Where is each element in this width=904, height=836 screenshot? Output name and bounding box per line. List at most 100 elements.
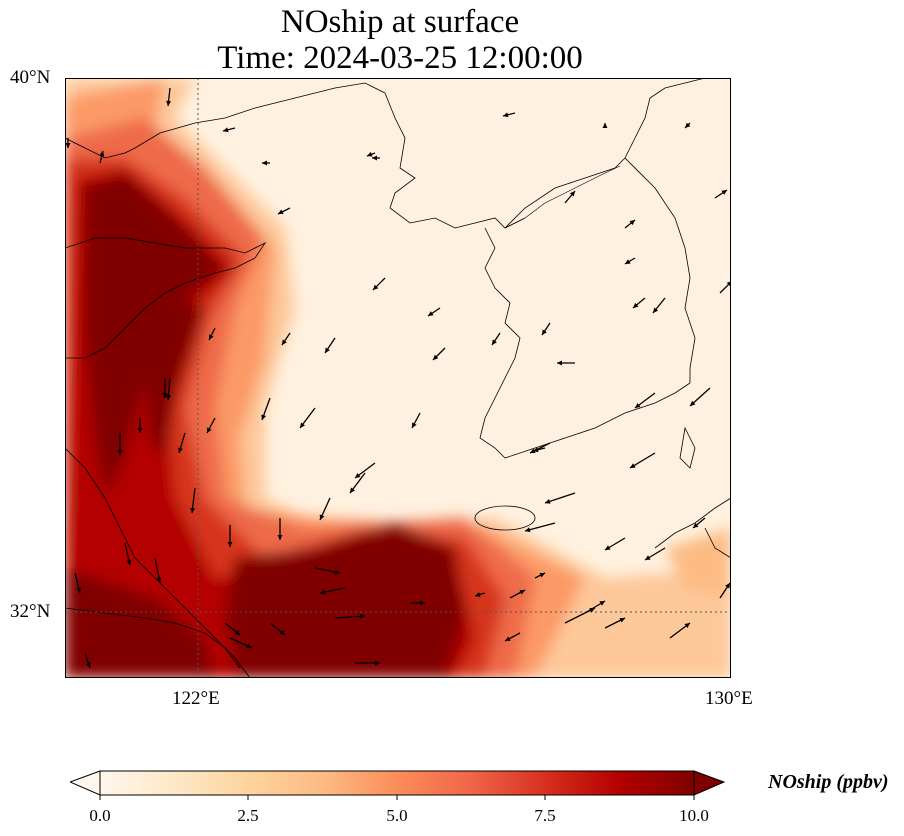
wind-arrowhead [162, 393, 168, 398]
wind-arrowhead [320, 589, 326, 595]
wind-arrowhead [76, 587, 82, 593]
wind-arrowhead [599, 601, 605, 606]
korea-north-coast [504, 157, 626, 229]
wind-arrowhead [282, 339, 287, 345]
wind-arrowhead [519, 590, 525, 595]
korea-east-coast-2 [624, 157, 696, 383]
kyushu-coast [654, 497, 731, 549]
wind-arrowhead [99, 151, 105, 157]
wind-arrowhead [525, 527, 531, 533]
korea-west-coast [479, 227, 521, 459]
wind-arrowhead [557, 360, 562, 366]
wind-arrowhead [619, 618, 625, 623]
wind-arrowhead [685, 122, 691, 128]
wind-arrowhead [325, 347, 330, 353]
wind-arrowhead [209, 334, 214, 340]
wind-arrowhead [350, 487, 355, 493]
wind-arrowhead [492, 339, 497, 345]
wind-arrowhead [690, 400, 696, 406]
wind-arrowhead [545, 499, 551, 504]
wind-arrowhead [86, 662, 91, 668]
wind-vector [524, 522, 556, 532]
wind-arrowhead [223, 127, 229, 133]
wind-arrowhead [190, 507, 196, 513]
wind-arrowhead [505, 636, 511, 641]
wind-arrowhead [207, 427, 212, 433]
wind-arrowhead [645, 555, 651, 560]
noship-field [65, 78, 731, 678]
wind-arrowhead [725, 583, 730, 589]
wind-arrowhead [278, 209, 284, 214]
colorbar-tick: 10.0 [679, 806, 709, 825]
wind-arrowhead [355, 473, 361, 478]
wind-arrowhead [503, 112, 509, 118]
wind-arrowhead [602, 123, 608, 128]
colorbar-gradient [99, 770, 695, 796]
wind-arrowhead [262, 160, 267, 166]
wind-arrowhead [530, 448, 536, 453]
wind-arrowhead [165, 394, 171, 400]
map-title: NOship at surface [280, 4, 520, 40]
map-panel [65, 78, 731, 678]
colorbar-tick: 0.0 [89, 806, 111, 825]
wind-arrowhead [277, 535, 283, 540]
wind-arrowhead [279, 629, 285, 635]
wind-arrowhead [137, 428, 143, 433]
wind-arrowhead [433, 354, 439, 360]
wind-arrowhead [156, 577, 162, 583]
wind-arrowhead [126, 559, 132, 565]
wind-arrowhead [542, 329, 547, 335]
wind-arrowhead [630, 463, 636, 468]
wind-arrowhead [246, 643, 252, 649]
wind-vector [544, 492, 576, 504]
wind-arrowhead [359, 613, 365, 619]
colorbar-low-extend [70, 770, 101, 796]
wind-arrowhead [475, 592, 481, 597]
lat-label-32: 32°N [10, 601, 51, 622]
wind-arrowhead [721, 190, 727, 195]
wind-arrowhead [420, 600, 425, 606]
lon-label-122: 122°E [172, 688, 220, 709]
wind-vectors [65, 87, 731, 669]
lat-label-40: 40°N [10, 67, 51, 88]
wind-arrowhead [605, 545, 611, 550]
wind-arrowhead [372, 155, 377, 161]
wind-arrowhead [653, 307, 659, 313]
wind-arrowhead [334, 569, 340, 575]
yangtze-coast [65, 607, 241, 669]
colorbar-tick: 5.0 [386, 806, 408, 825]
wind-arrowhead [234, 629, 240, 635]
wind-arrowhead [412, 422, 417, 428]
bohai-coast [65, 137, 136, 159]
colorbar-label: NOship (ppbv) [768, 771, 889, 793]
jiangsu-coast [65, 447, 251, 678]
colorbar-tick: 2.5 [237, 806, 259, 825]
colorbar-tick: 7.5 [534, 806, 556, 825]
wind-arrowhead [300, 422, 305, 428]
wind-arrowhead [428, 311, 434, 316]
kyushu-coast-2 [704, 527, 731, 559]
wind-arrowhead [625, 259, 631, 264]
colorbar-high-extend [693, 770, 726, 796]
wind-arrowhead [375, 660, 380, 666]
wind-vector [334, 615, 366, 619]
wind-arrowhead [178, 447, 183, 453]
wind-arrowhead [726, 281, 731, 287]
wind-arrowhead [635, 403, 641, 408]
wind-arrowhead [65, 143, 71, 148]
wind-arrowhead [539, 573, 545, 578]
liaodong-coast [134, 82, 526, 229]
wind-arrowhead [319, 514, 325, 520]
lon-label-130: 130°E [705, 688, 753, 709]
china-north-korea-border [504, 165, 621, 229]
wind-arrowhead [227, 542, 233, 547]
wind-arrowhead [367, 151, 373, 157]
wind-arrowhead [693, 522, 699, 528]
wind-arrowhead [166, 100, 172, 106]
wind-arrowhead [261, 414, 267, 420]
map-subtitle: Time: 2024-03-25 12:00:00 [217, 40, 583, 76]
korea-east-coast [624, 78, 706, 159]
coastlines [65, 78, 731, 678]
wind-arrowhead [629, 220, 635, 226]
wind-arrowhead [117, 450, 123, 455]
